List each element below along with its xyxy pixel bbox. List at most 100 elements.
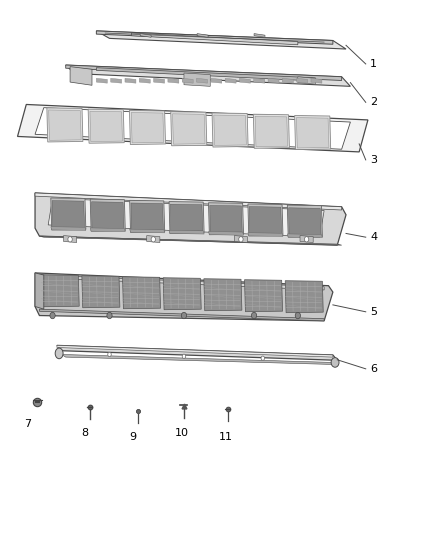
Polygon shape <box>82 276 120 308</box>
Polygon shape <box>197 34 208 37</box>
Polygon shape <box>49 110 81 140</box>
Polygon shape <box>57 345 337 360</box>
Polygon shape <box>208 231 244 235</box>
Circle shape <box>304 237 309 242</box>
Polygon shape <box>253 114 290 148</box>
Circle shape <box>182 354 186 358</box>
Polygon shape <box>211 78 222 83</box>
Polygon shape <box>255 116 288 147</box>
Polygon shape <box>268 78 279 83</box>
Polygon shape <box>88 109 124 143</box>
Polygon shape <box>169 201 204 233</box>
Polygon shape <box>311 78 322 83</box>
Polygon shape <box>254 78 265 83</box>
Polygon shape <box>90 199 125 231</box>
Polygon shape <box>57 345 333 357</box>
Polygon shape <box>171 111 207 146</box>
Polygon shape <box>248 204 283 236</box>
Text: 11: 11 <box>219 432 233 442</box>
Polygon shape <box>147 236 160 243</box>
Polygon shape <box>39 309 324 321</box>
Polygon shape <box>182 78 193 83</box>
Text: 4: 4 <box>370 232 377 242</box>
Polygon shape <box>168 78 179 83</box>
Polygon shape <box>234 236 247 243</box>
Polygon shape <box>96 31 346 49</box>
Polygon shape <box>35 193 346 245</box>
Polygon shape <box>131 33 298 45</box>
Circle shape <box>261 356 265 360</box>
Polygon shape <box>154 78 165 83</box>
Polygon shape <box>244 280 283 312</box>
Text: 9: 9 <box>129 432 136 442</box>
Polygon shape <box>184 73 210 86</box>
Polygon shape <box>170 204 203 231</box>
Polygon shape <box>51 198 86 230</box>
Polygon shape <box>140 34 151 37</box>
Polygon shape <box>289 208 321 235</box>
Text: 8: 8 <box>81 428 88 438</box>
Polygon shape <box>64 236 77 243</box>
Polygon shape <box>204 279 242 311</box>
Polygon shape <box>248 233 283 237</box>
Polygon shape <box>125 78 136 83</box>
Polygon shape <box>212 113 248 147</box>
Polygon shape <box>96 31 333 44</box>
Polygon shape <box>96 78 107 83</box>
Polygon shape <box>285 281 323 313</box>
Circle shape <box>151 237 155 242</box>
Text: 2: 2 <box>370 98 377 107</box>
Polygon shape <box>39 236 342 245</box>
Polygon shape <box>90 111 123 142</box>
Polygon shape <box>297 118 329 148</box>
Text: 1: 1 <box>370 59 377 69</box>
Polygon shape <box>35 193 342 210</box>
Polygon shape <box>131 203 163 230</box>
Circle shape <box>68 237 72 242</box>
Polygon shape <box>210 205 242 232</box>
Polygon shape <box>163 278 201 310</box>
Polygon shape <box>51 227 86 230</box>
Circle shape <box>50 312 55 319</box>
Polygon shape <box>214 115 246 146</box>
Polygon shape <box>130 110 166 144</box>
Polygon shape <box>35 273 333 321</box>
Polygon shape <box>287 234 322 238</box>
Polygon shape <box>298 77 315 84</box>
Circle shape <box>181 312 187 319</box>
Polygon shape <box>66 65 342 80</box>
Polygon shape <box>48 198 324 237</box>
Polygon shape <box>70 67 92 85</box>
Circle shape <box>108 352 111 357</box>
Polygon shape <box>47 108 83 142</box>
Polygon shape <box>169 230 204 234</box>
Circle shape <box>251 312 257 319</box>
Polygon shape <box>123 277 161 309</box>
Ellipse shape <box>331 358 339 367</box>
Polygon shape <box>90 228 125 232</box>
Polygon shape <box>52 200 85 228</box>
Circle shape <box>107 312 112 319</box>
Polygon shape <box>96 68 315 81</box>
Polygon shape <box>254 34 265 37</box>
Polygon shape <box>66 65 350 86</box>
Polygon shape <box>173 114 205 144</box>
Polygon shape <box>295 116 331 150</box>
Text: 3: 3 <box>370 155 377 165</box>
Polygon shape <box>139 78 150 83</box>
Polygon shape <box>92 202 124 229</box>
Text: 6: 6 <box>370 364 377 374</box>
Text: 7: 7 <box>24 419 31 429</box>
Polygon shape <box>130 229 165 233</box>
Polygon shape <box>35 273 44 309</box>
Polygon shape <box>225 78 236 83</box>
Polygon shape <box>39 275 324 290</box>
Circle shape <box>239 237 243 242</box>
Polygon shape <box>197 78 208 83</box>
Polygon shape <box>131 112 164 143</box>
Polygon shape <box>297 78 307 83</box>
Polygon shape <box>240 78 251 83</box>
Polygon shape <box>283 78 293 83</box>
Polygon shape <box>41 275 79 307</box>
Text: 10: 10 <box>175 428 189 438</box>
